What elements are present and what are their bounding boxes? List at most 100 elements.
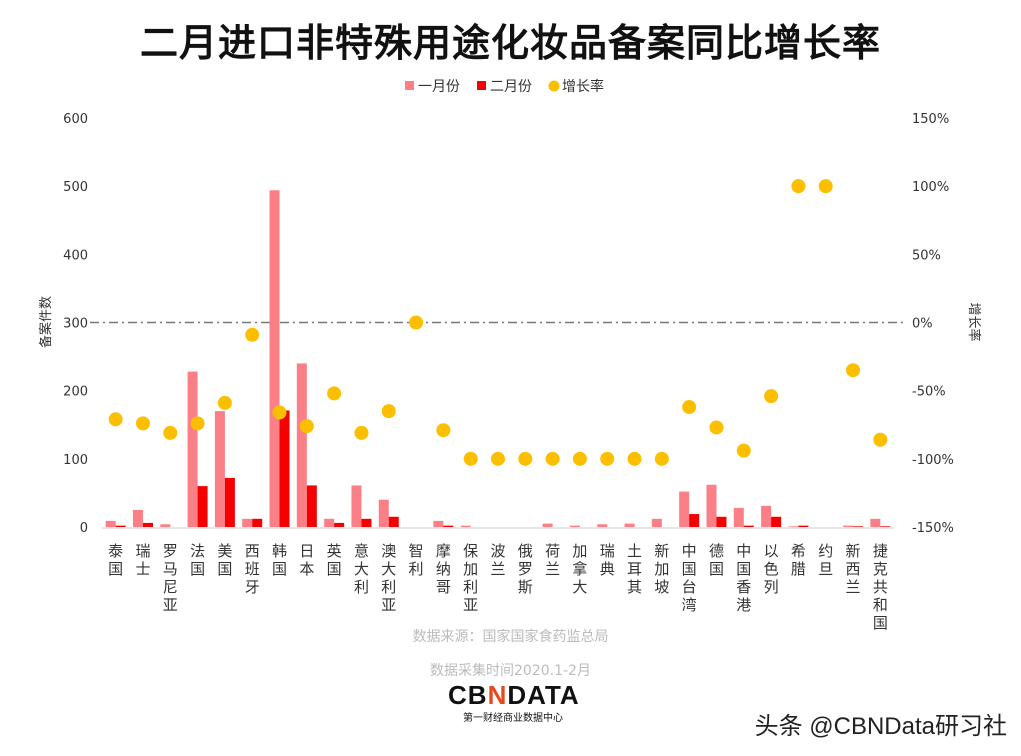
bar-jan-16	[542, 523, 553, 527]
x-tick-label: 保加利亚	[463, 542, 478, 614]
rate-point-18	[600, 451, 615, 466]
bar-feb-22	[716, 516, 727, 527]
bar-feb-9	[361, 518, 372, 527]
bar-jan-13	[460, 525, 471, 527]
bar-jan-21	[679, 491, 690, 527]
bar-feb-12	[443, 525, 454, 527]
bar-feb-6	[279, 410, 290, 527]
rate-point-4	[217, 395, 232, 410]
y2-tick-label: 50%	[912, 248, 941, 263]
bar-jan-19	[624, 523, 635, 527]
rate-point-9	[354, 425, 369, 440]
y2-tick-label: 0%	[912, 317, 933, 332]
legend-label-1: 二月份	[490, 79, 532, 95]
bar-jan-1	[132, 509, 143, 527]
bar-jan-6	[269, 190, 280, 528]
y2-tick-label: 150%	[912, 112, 949, 127]
bar-jan-5	[242, 518, 253, 527]
bar-jan-10	[378, 499, 389, 527]
rate-point-21	[682, 400, 697, 415]
rate-point-11	[409, 315, 424, 330]
rate-point-2	[163, 425, 178, 440]
bar-jan-25	[788, 526, 799, 527]
rate-point-27	[846, 363, 861, 378]
bar-feb-23	[743, 525, 754, 527]
x-tick-label: 韩国	[272, 542, 287, 578]
y2-tick-label: -100%	[912, 453, 954, 468]
x-tick-label: 俄罗斯	[518, 542, 533, 596]
bar-feb-10	[388, 516, 399, 527]
bar-feb-28	[880, 526, 891, 527]
rate-point-6	[272, 405, 287, 420]
y-tick-label: 300	[63, 317, 88, 332]
bar-feb-25	[798, 525, 809, 527]
bar-jan-24	[761, 505, 772, 527]
x-tick-label: 瑞典	[600, 542, 615, 578]
rate-point-23	[736, 443, 751, 458]
data-period: 数据采集时间2020.1-2月	[430, 663, 591, 679]
bar-jan-3	[187, 371, 198, 527]
rate-point-20	[654, 451, 669, 466]
x-tick-label: 澳大利亚	[381, 542, 396, 614]
x-tick-label: 加拿大	[572, 542, 587, 596]
rate-point-26	[818, 179, 833, 194]
legend-swatch-2	[548, 80, 560, 92]
x-tick-label: 荷兰	[545, 542, 560, 578]
x-tick-label: 摩纳哥	[436, 542, 451, 596]
x-tick-label: 中国台湾	[682, 542, 697, 614]
rate-point-15	[518, 451, 533, 466]
logo-text: CB	[448, 680, 488, 710]
x-tick-label: 德国	[709, 542, 724, 578]
bar-feb-5	[252, 518, 263, 527]
data-source: 数据来源：国家国家食药监总局	[412, 629, 609, 645]
rate-point-22	[709, 420, 724, 435]
rate-point-3	[190, 416, 205, 431]
bar-feb-24	[771, 516, 782, 527]
bar-jan-9	[351, 485, 362, 527]
x-tick-label: 以色列	[764, 542, 779, 596]
bar-jan-28	[870, 518, 881, 527]
legend-swatch-1	[477, 81, 486, 90]
y-axis-label: 备案件数	[38, 296, 54, 348]
x-tick-label: 智利	[409, 542, 424, 578]
y2-tick-label: -50%	[912, 385, 946, 400]
y-tick-label: 400	[63, 248, 88, 263]
y-tick-label: 100	[63, 453, 88, 468]
bar-jan-17	[569, 525, 580, 527]
legend-label-0: 一月份	[418, 79, 460, 95]
rate-point-10	[381, 404, 396, 419]
x-tick-label: 约旦	[818, 542, 833, 578]
x-tick-label: 罗马尼亚	[163, 542, 178, 614]
rate-point-17	[572, 451, 587, 466]
cbndata-logo: CBNDATA 第一财经商业数据中心	[448, 680, 580, 724]
bar-jan-18	[597, 524, 608, 527]
y2-axis-label: 增长率	[966, 302, 982, 341]
x-tick-label: 日本	[299, 542, 314, 578]
rate-point-16	[545, 451, 560, 466]
bar-jan-20	[651, 518, 662, 527]
x-tick-label: 波兰	[490, 542, 505, 578]
y2-tick-label: 100%	[912, 180, 949, 195]
bar-jan-12	[433, 520, 444, 527]
y2-tick-label: -150%	[912, 521, 954, 536]
y-tick-label: 200	[63, 385, 88, 400]
rate-point-7	[299, 419, 314, 434]
bar-feb-27	[853, 526, 864, 527]
rate-point-14	[491, 451, 505, 466]
rate-point-28	[873, 432, 888, 447]
logo-mark: N	[487, 680, 508, 710]
y-tick-label: 600	[63, 112, 88, 127]
logo-text: DATA	[507, 680, 580, 710]
rate-point-25	[791, 179, 806, 194]
x-tick-label: 意大利	[354, 542, 369, 596]
y-tick-label: 500	[63, 180, 88, 195]
bar-feb-8	[334, 522, 345, 527]
bar-feb-4	[224, 477, 235, 527]
bar-feb-21	[689, 514, 700, 527]
legend-swatch-0	[405, 81, 414, 90]
x-tick-label: 法国	[190, 542, 205, 578]
x-tick-label: 西班牙	[245, 542, 260, 596]
bar-feb-1	[142, 522, 153, 527]
x-tick-label: 英国	[327, 542, 342, 578]
